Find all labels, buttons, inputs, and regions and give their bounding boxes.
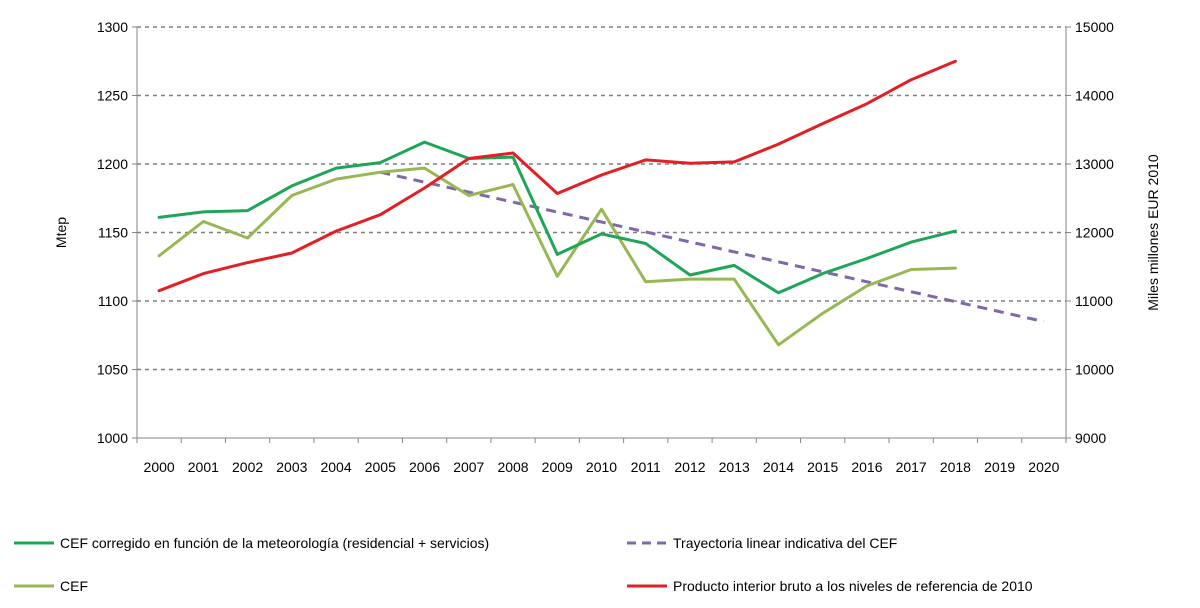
y-right-tick-label: 10000 bbox=[1075, 362, 1114, 378]
x-tick-label: 2015 bbox=[807, 459, 838, 475]
series-line bbox=[379, 170, 1045, 324]
legend: CEF corregido en función de la meteorolo… bbox=[14, 535, 1033, 594]
series-lines bbox=[157, 59, 1045, 347]
x-tick-label: 2002 bbox=[232, 459, 263, 475]
x-tick-label: 2013 bbox=[719, 459, 750, 475]
axes bbox=[132, 26, 1071, 443]
x-tick-label: 2018 bbox=[940, 459, 971, 475]
y-axis-left-title: Mtep bbox=[53, 217, 69, 248]
y-right-tick-label: 14000 bbox=[1075, 88, 1114, 104]
x-tick-label: 2011 bbox=[631, 459, 661, 475]
y-left-tick-label: 1200 bbox=[97, 156, 128, 172]
x-tick-label: 2010 bbox=[586, 459, 617, 475]
y-left-tick-label: 1050 bbox=[97, 362, 128, 378]
y-right-tick-label: 13000 bbox=[1075, 156, 1114, 172]
series-line bbox=[157, 166, 957, 347]
x-tick-label: 2020 bbox=[1028, 459, 1059, 475]
x-axis-ticks: 2000 2001 2002 2003 2004 2005 2006 2007 2008 2009… bbox=[144, 459, 1060, 475]
right-axis-ticks: 9000 10000 11000 12000 13000 14000 15000 bbox=[1075, 19, 1114, 446]
x-tick-label: 2005 bbox=[365, 459, 396, 475]
x-tick-label: 2017 bbox=[896, 459, 927, 475]
series-line bbox=[157, 59, 957, 293]
y-left-tick-label: 1250 bbox=[97, 88, 128, 104]
x-tick-label: 2004 bbox=[320, 459, 351, 475]
y-axis-right-title: Miles millones EUR 2010 bbox=[1145, 154, 1161, 311]
legend-label: Producto interior bruto a los niveles de… bbox=[673, 578, 1033, 594]
y-left-tick-label: 1100 bbox=[98, 293, 128, 309]
series-line bbox=[157, 140, 957, 295]
y-left-tick-label: 1000 bbox=[97, 430, 128, 446]
legend-label: CEF bbox=[60, 578, 88, 594]
x-tick-label: 2016 bbox=[851, 459, 882, 475]
grid-lines bbox=[137, 26, 1066, 371]
y-left-tick-label: 1150 bbox=[98, 225, 128, 241]
legend-label: Trayectoria linear indicativa del CEF bbox=[673, 535, 897, 551]
x-tick-label: 2001 bbox=[188, 459, 219, 475]
y-right-tick-label: 15000 bbox=[1075, 19, 1114, 35]
x-tick-label: 2012 bbox=[674, 459, 705, 475]
x-tick-label: 2000 bbox=[144, 459, 175, 475]
y-right-tick-label: 9000 bbox=[1075, 430, 1106, 446]
y-right-tick-label: 12000 bbox=[1075, 225, 1114, 241]
y-right-tick-label: 11000 bbox=[1075, 293, 1113, 309]
legend-label: CEF corregido en función de la meteorolo… bbox=[60, 535, 489, 551]
x-tick-label: 2006 bbox=[409, 459, 440, 475]
x-tick-label: 2007 bbox=[453, 459, 484, 475]
x-tick-label: 2019 bbox=[984, 459, 1015, 475]
y-left-tick-label: 1300 bbox=[97, 19, 128, 35]
x-tick-label: 2009 bbox=[542, 459, 573, 475]
left-axis-ticks: 1000 1050 1100 1150 1200 1250 1300 bbox=[97, 19, 128, 446]
x-tick-label: 2003 bbox=[276, 459, 307, 475]
x-tick-label: 2008 bbox=[497, 459, 528, 475]
x-tick-label: 2014 bbox=[763, 459, 794, 475]
